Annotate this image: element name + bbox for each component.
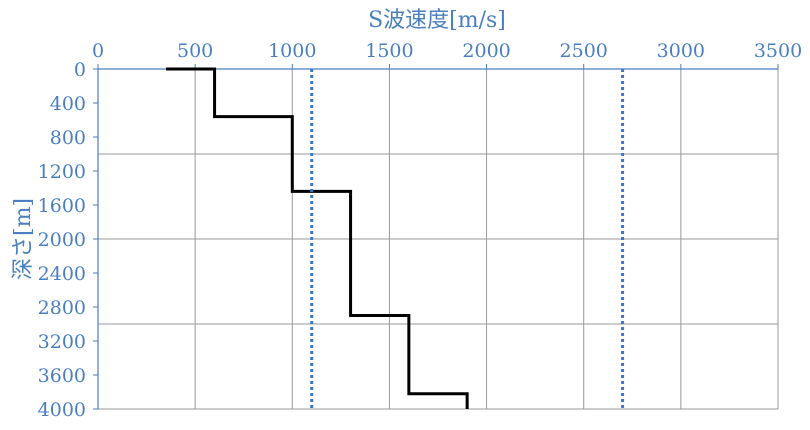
velocity-profile-line <box>166 67 469 409</box>
y-tick-label: 2400 <box>38 263 86 285</box>
x-tick-label: 500 <box>177 40 213 62</box>
x-tick-label: 2500 <box>560 40 608 62</box>
y-tick-label: 3600 <box>38 365 86 387</box>
x-tick-label: 3000 <box>657 40 705 62</box>
grid-lines <box>98 69 779 410</box>
y-tick-label: 3200 <box>38 331 86 353</box>
y-tick-label: 0 <box>74 59 86 81</box>
x-tick-label: 1500 <box>365 40 413 62</box>
y-axis-title: 深さ[m] <box>11 198 36 280</box>
y-tick-label: 800 <box>50 127 86 149</box>
x-tick-label: 0 <box>92 40 104 62</box>
x-tick-label: 2000 <box>462 40 510 62</box>
y-tick-label: 1600 <box>38 195 86 217</box>
x-axis-title: S波速度[m/s] <box>368 8 506 33</box>
y-tick-label: 400 <box>50 93 86 115</box>
y-tick-label: 2000 <box>38 229 86 251</box>
x-tick-label: 1000 <box>268 40 316 62</box>
y-tick-label: 2800 <box>38 297 86 319</box>
y-tick-label: 1200 <box>38 161 86 183</box>
x-tick-label: 3500 <box>754 40 802 62</box>
y-tick-label: 4000 <box>38 399 86 421</box>
